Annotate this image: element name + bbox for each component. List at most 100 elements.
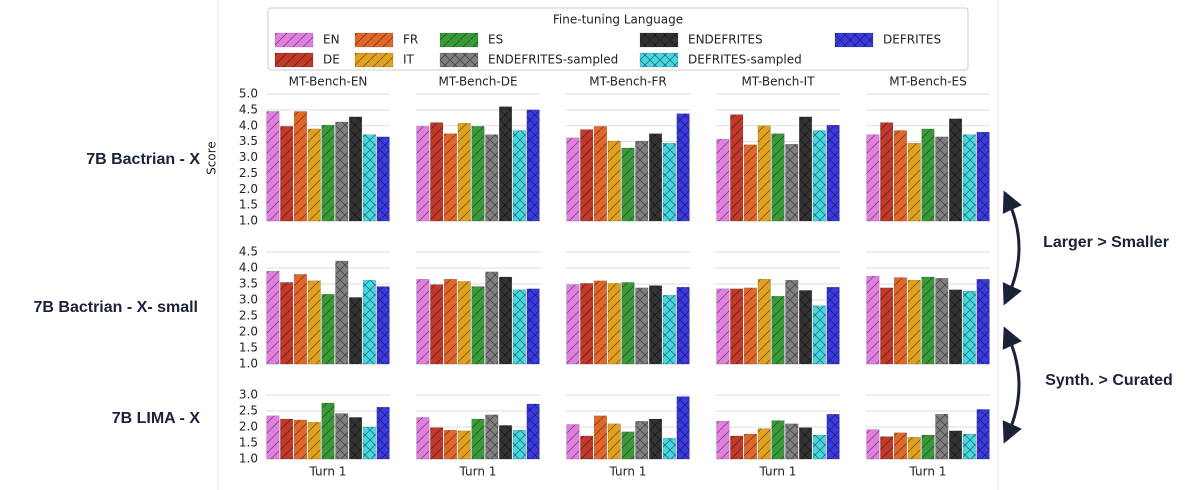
bar	[512, 429, 526, 460]
legend-title: Fine-tuning Language	[553, 13, 683, 27]
bar	[743, 433, 757, 460]
annotation: Larger > Smaller	[1043, 234, 1169, 251]
bar	[716, 420, 730, 460]
bar	[976, 131, 990, 222]
bar	[935, 136, 949, 222]
bar	[880, 122, 894, 222]
bar	[812, 305, 826, 365]
bar	[799, 290, 813, 365]
bar	[376, 406, 390, 460]
bar	[771, 295, 785, 365]
bar	[826, 124, 840, 222]
y-tick-label: 1.5	[239, 198, 258, 212]
column-title: MT-Bench-FR	[589, 75, 666, 89]
legend-swatch	[639, 52, 679, 68]
y-tick-label: 1.5	[239, 436, 258, 450]
bar	[935, 413, 949, 460]
bar	[499, 425, 513, 460]
bar	[921, 434, 935, 460]
bar	[443, 429, 457, 460]
legend-swatch	[639, 32, 679, 48]
bar	[621, 282, 635, 365]
bar	[866, 134, 880, 222]
bar	[635, 420, 649, 460]
bar	[430, 427, 444, 460]
bar	[649, 133, 663, 222]
bar	[566, 137, 580, 222]
bar	[293, 111, 307, 222]
bar	[880, 287, 894, 365]
bar	[293, 274, 307, 365]
bar	[893, 432, 907, 460]
y-tick-label: 1.0	[239, 214, 258, 228]
bar	[949, 430, 963, 460]
bar	[335, 260, 349, 365]
bar	[812, 130, 826, 222]
bar	[499, 276, 513, 365]
bar	[280, 418, 294, 460]
bar	[280, 282, 294, 365]
y-tick-label: 2.0	[239, 420, 258, 434]
bar	[321, 402, 335, 460]
bar	[743, 144, 757, 222]
legend-swatch	[274, 32, 314, 48]
legend-label: IT	[403, 53, 415, 67]
legend-label: ES	[488, 33, 503, 47]
bar	[866, 275, 880, 365]
bar	[307, 128, 321, 222]
bar	[812, 434, 826, 460]
bar	[580, 435, 594, 460]
bar	[716, 138, 730, 222]
bar	[962, 134, 976, 222]
bar	[880, 436, 894, 460]
column-title: MT-Bench-DE	[438, 75, 517, 89]
bar	[457, 430, 471, 460]
bar	[376, 136, 390, 222]
bar	[512, 289, 526, 365]
bar	[621, 147, 635, 222]
bar	[662, 437, 676, 460]
y-tick-label: 2.5	[239, 166, 258, 180]
bar	[799, 427, 813, 460]
bar	[607, 423, 621, 460]
bar	[266, 270, 280, 365]
bar	[785, 279, 799, 365]
bar	[676, 396, 690, 460]
legend-label: DEFRITES	[883, 33, 941, 47]
bar	[566, 284, 580, 365]
bar	[607, 140, 621, 222]
legend-swatch	[439, 52, 479, 68]
bar	[893, 277, 907, 365]
bar	[799, 116, 813, 222]
bar	[349, 417, 363, 460]
legend-swatch	[354, 52, 394, 68]
y-tick-label: 4.5	[239, 245, 258, 259]
bar	[430, 122, 444, 222]
bar	[757, 278, 771, 365]
bar	[962, 290, 976, 365]
bar	[293, 419, 307, 460]
y-tick-label: 3.5	[239, 277, 258, 291]
bar	[335, 413, 349, 460]
x-axis-label: Turn 1	[909, 465, 947, 479]
arrow	[1002, 326, 1022, 444]
bar	[280, 126, 294, 222]
bar	[321, 293, 335, 365]
bar	[593, 126, 607, 222]
bar	[635, 140, 649, 222]
bar	[730, 114, 744, 222]
bar	[771, 133, 785, 222]
y-tick-label: 4.0	[239, 118, 258, 132]
y-tick-label: 2.5	[239, 404, 258, 418]
legend-label: ENDEFRITES	[688, 33, 763, 47]
legend-label: FR	[403, 33, 418, 47]
bar	[962, 433, 976, 460]
bar	[593, 280, 607, 365]
legend-label: DE	[323, 53, 340, 67]
bar	[662, 142, 676, 222]
arrow	[1002, 190, 1022, 306]
bar	[662, 294, 676, 365]
bar	[362, 134, 376, 222]
bar	[907, 279, 921, 365]
